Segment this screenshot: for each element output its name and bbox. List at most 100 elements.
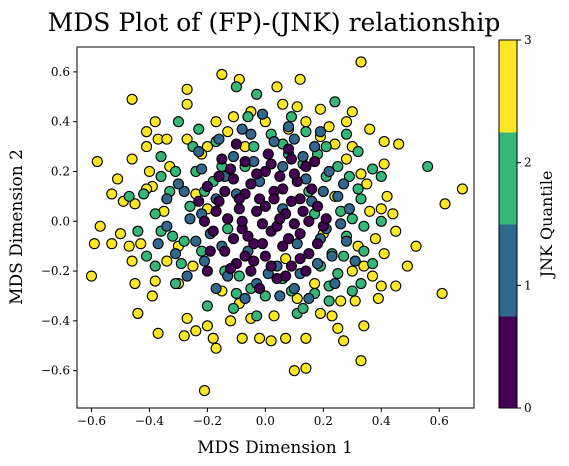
- scatter-point-q3-27: [129, 198, 141, 210]
- scatter-point-q0-36: [288, 218, 300, 230]
- scatter-point-q3-67: [265, 335, 277, 347]
- scatter-point-q2-67: [132, 225, 144, 237]
- scatter-point-q1-6: [277, 160, 289, 173]
- scatter-point-q3-96: [355, 168, 367, 180]
- scatter-point-q2-58: [332, 160, 344, 173]
- scatter-point-q3-45: [410, 240, 422, 252]
- scatter-point-q2-16: [355, 193, 367, 205]
- scatter-point-q0-40: [311, 238, 324, 250]
- scatter-point-q3-73: [288, 365, 300, 377]
- x-axis-label: MDS Dimension 1: [197, 438, 353, 458]
- scatter-point-q2-44: [285, 111, 297, 123]
- scatter-point-q0-66: [300, 265, 312, 277]
- scatter-point-q3-102: [309, 277, 321, 290]
- scatter-point-q0-33: [233, 203, 245, 215]
- scatter-point-q2-79: [358, 245, 370, 257]
- scatter-point-q0-31: [254, 193, 266, 205]
- x-tick-label: −0.4: [135, 414, 165, 428]
- scatter-point-q3-17: [141, 141, 153, 153]
- scatter-point-q2-30: [169, 277, 182, 290]
- scatter-point-q1-5: [196, 163, 208, 175]
- scatter-point-q0-4: [201, 180, 213, 192]
- scatter-point-q2-39: [233, 270, 245, 282]
- scatter-point-q3-19: [393, 138, 405, 150]
- scatter-point-q1-29: [193, 146, 205, 158]
- scatter-point-q0-43: [265, 260, 277, 272]
- scatter-point-q2-13: [138, 188, 150, 200]
- scatter-point-q3-1: [216, 68, 228, 80]
- scatter-point-q2-38: [297, 302, 309, 314]
- scatter-point-q0-51: [242, 230, 254, 242]
- scatter-point-q3-97: [364, 205, 376, 217]
- scatter-point-q3-33: [94, 220, 106, 232]
- scatter-point-q3-16: [161, 133, 173, 145]
- scatter-point-q3-83: [300, 116, 312, 128]
- scatter-point-q1-41: [309, 141, 321, 153]
- scatter-point-q0-13: [251, 205, 263, 217]
- scatter-point-q3-0: [355, 56, 367, 68]
- scatter-point-q3-113: [187, 260, 199, 272]
- scatter-point-q3-106: [340, 153, 353, 165]
- scatter-point-q1-17: [326, 250, 338, 262]
- scatter-point-q2-32: [346, 285, 358, 297]
- colorbar-tick-label: 1: [524, 278, 532, 292]
- scatter-point-q3-62: [207, 332, 219, 344]
- scatter-point-q2-33: [323, 295, 335, 307]
- y-tick-label: 0.4: [51, 115, 70, 129]
- scatter-point-q2-11: [367, 163, 379, 175]
- scatter-point-q3-5: [126, 93, 138, 105]
- scatter-point-q0-54: [280, 270, 292, 282]
- scatter-point-q3-31: [387, 208, 399, 220]
- colorbar-label: JNK Quantile: [537, 171, 556, 280]
- scatter-point-q0-48: [219, 185, 231, 197]
- scatter-point-q1-33: [338, 178, 350, 190]
- scatter-point-q3-54: [436, 287, 448, 300]
- scatter-point-q2-34: [201, 300, 213, 312]
- scatter-point-q0-57: [233, 193, 245, 205]
- scatter-point-q2-24: [338, 250, 350, 262]
- scatter-point-q0-59: [210, 205, 222, 217]
- colorbar-band-1: [499, 224, 517, 317]
- scatter-point-q0-65: [204, 245, 216, 257]
- scatter-point-q3-9: [314, 103, 326, 115]
- scatter-point-q2-8: [352, 146, 364, 158]
- scatter-point-q0-58: [274, 213, 286, 225]
- scatter-point-q3-119: [323, 121, 335, 133]
- scatter-point-q3-30: [381, 190, 393, 202]
- scatter-point-q1-15: [340, 235, 353, 247]
- chart-title: MDS Plot of (FP)-(JNK) relationship: [48, 8, 501, 37]
- scatter-point-q2-19: [346, 213, 358, 225]
- scatter-point-q3-74: [300, 362, 312, 374]
- scatter-point-q0-5: [227, 173, 240, 185]
- scatter-point-q0-3: [285, 153, 297, 165]
- scatter-point-q3-104: [291, 292, 303, 305]
- x-tick-label: 0.4: [372, 414, 391, 428]
- scatter-point-q1-9: [332, 190, 344, 202]
- y-tick-label: 0.6: [51, 65, 70, 79]
- scatter-point-q3-69: [300, 332, 312, 344]
- scatter-point-q0-32: [285, 195, 297, 207]
- scatter-point-q1-7: [323, 165, 335, 178]
- scatter-point-q3-28: [106, 188, 118, 200]
- scatter-point-q1-32: [227, 150, 240, 163]
- scatter-point-q3-51: [375, 280, 387, 292]
- scatter-point-q0-75: [248, 255, 260, 267]
- scatter-point-q1-13: [161, 220, 173, 232]
- scatter-point-q3-47: [149, 275, 161, 287]
- scatter-point-q2-4: [193, 123, 205, 135]
- scatter-point-q1-12: [184, 213, 196, 225]
- scatter-point-q0-72: [320, 213, 332, 225]
- scatter-point-q1-37: [317, 185, 329, 197]
- scatter-point-q3-15: [364, 123, 376, 135]
- scatter-point-q3-21: [143, 165, 155, 178]
- colorbar-band-3: [499, 40, 517, 133]
- scatter-point-q2-59: [184, 200, 196, 212]
- scatter-point-q1-42: [236, 123, 248, 135]
- scatter-point-q1-55: [335, 218, 347, 230]
- scatter-point-q2-29: [332, 268, 344, 280]
- scatter-point-q3-60: [225, 315, 237, 327]
- scatter-point-q2-0: [230, 81, 242, 93]
- scatter-point-q0-69: [230, 138, 242, 150]
- scatter-point-q0-45: [300, 160, 312, 173]
